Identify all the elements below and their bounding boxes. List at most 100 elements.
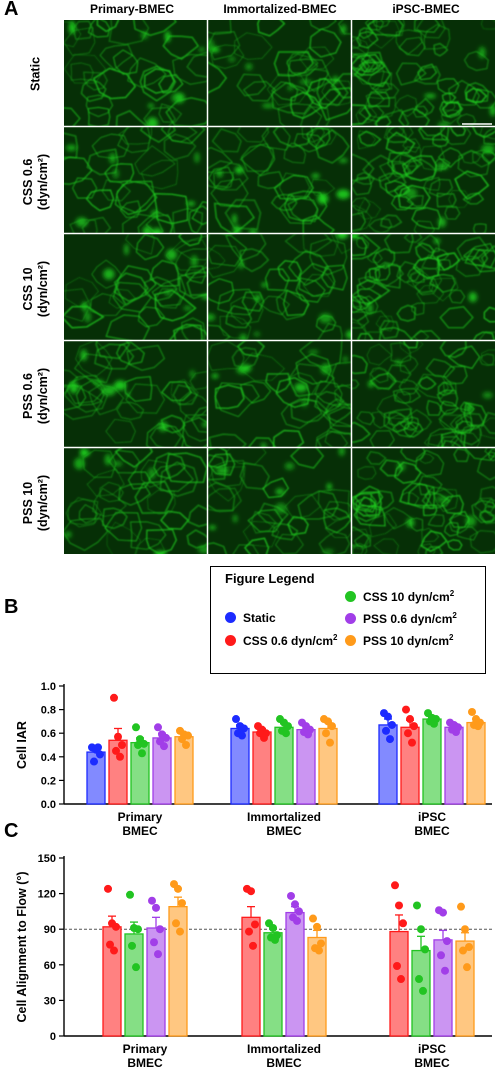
data-point — [269, 924, 277, 933]
y-tick-label: 120 — [38, 889, 56, 901]
row-header-line1: Static — [28, 56, 43, 91]
legend-label: CSS 10 dyn/cm — [363, 590, 450, 604]
y-axis-label: Cell Alignment to Flow (°) — [15, 871, 29, 1022]
data-point — [138, 749, 146, 758]
column-header-immortalized: Immortalized-BMEC — [223, 2, 337, 16]
data-point — [104, 884, 112, 893]
data-point — [399, 919, 407, 928]
data-point — [116, 752, 124, 761]
micrograph-tile-r2-c1 — [208, 234, 351, 340]
data-point — [162, 733, 170, 742]
bar — [263, 932, 283, 1037]
data-point — [154, 723, 162, 732]
data-point — [110, 693, 118, 702]
figure-legend: Figure Legend Static CSS 0.6 dyn/cm2 CSS 1… — [210, 566, 486, 674]
data-point — [240, 724, 248, 733]
group-label-line1: Primary — [123, 1042, 168, 1056]
data-point — [96, 750, 104, 759]
column-header-ipsc: iPSC-BMEC — [392, 2, 460, 16]
row-header-2: CSS 10 (dyn/cm²) — [21, 260, 51, 316]
micrograph-grid — [64, 20, 496, 556]
data-point — [463, 963, 471, 972]
data-point — [386, 735, 394, 744]
data-point — [90, 757, 98, 766]
data-point — [126, 890, 134, 899]
data-point — [184, 731, 192, 740]
data-point — [132, 963, 140, 972]
legend-label-superscript: 2 — [333, 633, 338, 642]
group-label-line2: BMEC — [414, 824, 450, 838]
y-tick-label: 0.0 — [41, 799, 56, 811]
y-tick-label: 0.6 — [41, 728, 56, 740]
data-point — [309, 914, 317, 923]
y-tick-label: 90 — [44, 924, 56, 936]
legend-marker — [345, 635, 356, 646]
data-point — [249, 941, 257, 950]
data-point — [468, 707, 476, 716]
legend-entry: PSS 0.6 dyn/cm2 — [345, 611, 457, 626]
data-point — [326, 738, 334, 747]
data-point — [402, 705, 410, 714]
data-point — [271, 935, 279, 944]
micrograph-tile-r2-c2 — [352, 234, 495, 340]
data-point — [474, 722, 482, 731]
data-point — [413, 901, 421, 910]
panel-a-letter: A — [4, 0, 19, 20]
data-point — [150, 938, 158, 947]
bar — [389, 930, 409, 1037]
legend-marker — [225, 612, 236, 623]
data-point — [251, 920, 259, 929]
group-label-line2: BMEC — [122, 824, 158, 838]
legend-entry: PSS 10 dyn/cm2 — [345, 633, 454, 648]
data-point — [291, 900, 299, 909]
data-point — [284, 722, 292, 731]
data-point — [128, 941, 136, 950]
micrograph-tile-r1-c2 — [352, 127, 495, 233]
micrograph-tile-r4-c1 — [208, 448, 351, 554]
legend-label-superscript: 2 — [452, 611, 457, 620]
data-point — [304, 730, 312, 739]
data-point — [410, 722, 418, 731]
micrograph-tile-r1-c0 — [64, 127, 207, 233]
data-point — [417, 925, 425, 934]
legend-label: PSS 0.6 dyn/cm — [363, 612, 453, 626]
data-point — [393, 961, 401, 970]
row-header-3: PSS 0.6 (dyn/cm²) — [21, 367, 51, 423]
micrograph-tile-r3-c0 — [64, 341, 207, 447]
column-header-primary: Primary-BMEC — [89, 2, 175, 16]
bar — [296, 729, 316, 805]
legend-label: PSS 10 dyn/cm — [363, 634, 450, 648]
data-point — [452, 728, 460, 737]
data-point — [461, 925, 469, 934]
data-point — [459, 946, 467, 955]
bar — [422, 718, 442, 805]
bar — [444, 726, 464, 805]
group-label-line2: BMEC — [414, 1056, 450, 1070]
micrograph-tile-r3-c2 — [352, 341, 495, 447]
data-point — [465, 943, 473, 951]
row-header-line1: PSS 0.6 — [21, 372, 35, 419]
data-point — [295, 907, 303, 916]
data-point — [408, 738, 416, 747]
data-point — [415, 975, 423, 984]
row-header-line2: (dyn/cm²) — [36, 153, 50, 210]
data-point — [441, 966, 449, 975]
group-label-line2: BMEC — [127, 1056, 163, 1070]
bar — [274, 726, 294, 805]
bar — [285, 911, 305, 1037]
data-point — [132, 723, 140, 732]
data-point — [437, 951, 445, 960]
row-header-line2: (dyn/cm²) — [36, 474, 50, 531]
legend-marker — [345, 591, 356, 602]
data-point — [328, 722, 336, 731]
group-label-line2: BMEC — [266, 824, 302, 838]
micrograph-tile-r0-c2 — [352, 20, 495, 126]
row-header-4: PSS 10 (dyn/cm²) — [21, 474, 51, 530]
data-point — [140, 739, 148, 748]
data-point — [247, 887, 255, 896]
data-point — [154, 950, 162, 959]
data-point — [406, 715, 414, 724]
micrograph-tile-r0-c0 — [64, 20, 207, 126]
group-label-line2: BMEC — [266, 1056, 302, 1070]
data-point — [148, 896, 156, 905]
